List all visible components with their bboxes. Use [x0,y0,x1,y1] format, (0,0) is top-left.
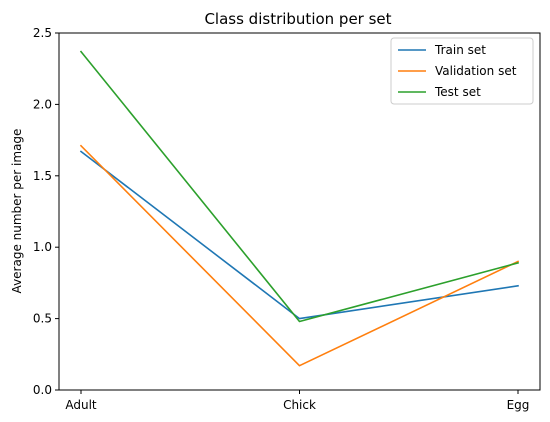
y-tick-label: 1.0 [33,240,52,254]
plot-area-frame [58,32,541,391]
y-tick-label: 0.5 [33,312,52,326]
y-tick-label: 1.5 [33,169,52,183]
y-axis-label: Average number per image [10,129,24,294]
y-tick-label: 0.0 [33,383,52,397]
y-tick-label: 2.0 [33,97,52,111]
series-line-test-set [79,50,519,323]
x-tick-label: Chick [283,398,316,412]
y-tick-label: 2.5 [33,26,52,40]
legend-label-train-set: Train set [434,43,486,57]
legend: Train set Validation set Test set [390,37,534,105]
legend-box [390,37,534,105]
x-tick-label: Egg [507,398,530,412]
series-line-validation-set [79,144,520,367]
legend-label-validation-set: Validation set [435,64,517,78]
legend-label-test-set: Test set [434,85,481,99]
x-tick-label: Adult [65,398,97,412]
legend-items: Train set Validation set Test set [398,43,517,99]
series-lines [79,50,520,367]
axis-ticks: 0.0 0.5 1.0 1.5 2.0 2.5 Adult Chick Egg [33,26,530,412]
chart-title: Class distribution per set [204,10,391,28]
